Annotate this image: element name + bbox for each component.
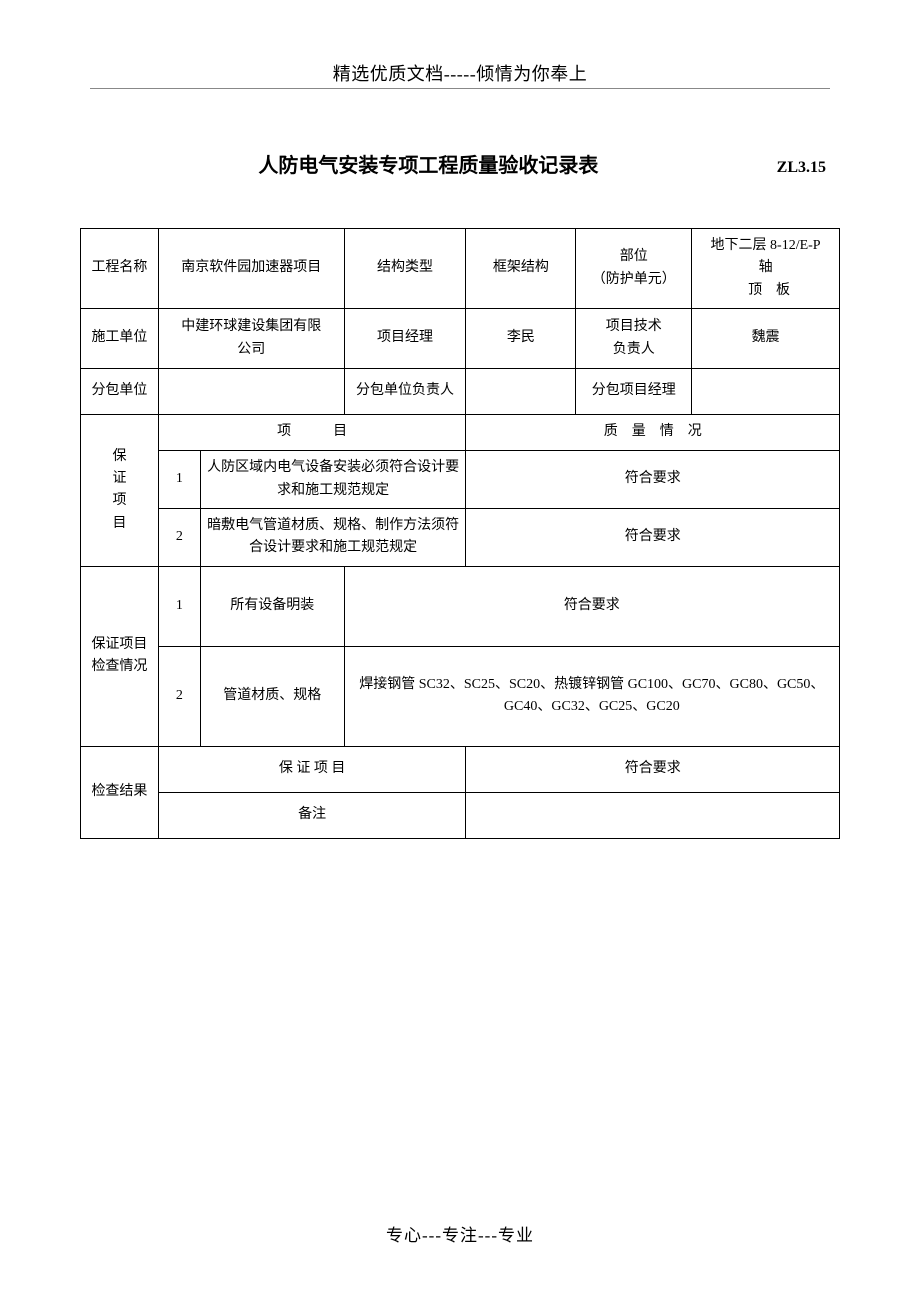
check-idx-1: 1 bbox=[158, 566, 200, 646]
label-check-result: 检查结果 bbox=[81, 746, 159, 838]
label-sub-leader: 分包单位负责人 bbox=[344, 369, 466, 415]
guarantee-result-2: 符合要求 bbox=[466, 508, 840, 566]
label-tech-leader: 项目技术负责人 bbox=[576, 309, 692, 369]
label-quality-col: 质 量 情 况 bbox=[466, 415, 840, 451]
label-item-col: 项 目 bbox=[158, 415, 466, 451]
doc-code: ZL3.15 bbox=[777, 159, 826, 177]
guarantee-idx-1: 1 bbox=[158, 451, 200, 509]
value-guarantee-result: 符合要求 bbox=[466, 746, 840, 792]
label-remark: 备注 bbox=[158, 792, 466, 838]
label-sub-pm: 分包项目经理 bbox=[576, 369, 692, 415]
record-table: 工程名称 南京软件园加速器项目 结构类型 框架结构 部位（防护单元） 地下二层 … bbox=[80, 228, 840, 839]
value-subcontractor bbox=[158, 369, 344, 415]
label-subcontractor: 分包单位 bbox=[81, 369, 159, 415]
label-structure-type: 结构类型 bbox=[344, 229, 466, 309]
label-construction-unit: 施工单位 bbox=[81, 309, 159, 369]
guarantee-desc-2: 暗敷电气管道材质、规格、制作方法须符合设计要求和施工规范规定 bbox=[200, 508, 466, 566]
header-underline bbox=[90, 88, 830, 89]
check-idx-2: 2 bbox=[158, 646, 200, 746]
label-project-manager: 项目经理 bbox=[344, 309, 466, 369]
main-title: 人防电气安装专项工程质量验收记录表 bbox=[80, 149, 777, 178]
label-guarantee-items: 保证项目 bbox=[81, 415, 159, 567]
value-sub-leader bbox=[466, 369, 576, 415]
value-construction-unit: 中建环球建设集团有限公司 bbox=[158, 309, 344, 369]
value-remark bbox=[466, 792, 840, 838]
label-part: 部位（防护单元） bbox=[576, 229, 692, 309]
value-project-manager: 李民 bbox=[466, 309, 576, 369]
check-result-1: 符合要求 bbox=[344, 566, 839, 646]
title-row: 人防电气安装专项工程质量验收记录表 ZL3.15 bbox=[80, 149, 840, 178]
guarantee-idx-2: 2 bbox=[158, 508, 200, 566]
value-part: 地下二层 8-12/E-P 轴 顶 板 bbox=[692, 229, 840, 309]
check-result-2: 焊接钢管 SC32、SC25、SC20、热镀锌钢管 GC100、GC70、GC8… bbox=[344, 646, 839, 746]
check-desc-2: 管道材质、规格 bbox=[200, 646, 344, 746]
label-guarantee-item: 保 证 项 目 bbox=[158, 746, 466, 792]
guarantee-desc-1: 人防区域内电气设备安装必须符合设计要求和施工规范规定 bbox=[200, 451, 466, 509]
value-tech-leader: 魏震 bbox=[692, 309, 840, 369]
label-project-name: 工程名称 bbox=[81, 229, 159, 309]
check-desc-1: 所有设备明装 bbox=[200, 566, 344, 646]
value-project-name: 南京软件园加速器项目 bbox=[158, 229, 344, 309]
value-sub-pm bbox=[692, 369, 840, 415]
value-structure-type: 框架结构 bbox=[466, 229, 576, 309]
guarantee-result-1: 符合要求 bbox=[466, 451, 840, 509]
page-footer: 专心---专注---专业 bbox=[0, 1221, 920, 1246]
page-header: 精选优质文档-----倾情为你奉上 bbox=[0, 0, 920, 86]
label-check-status: 保证项目检查情况 bbox=[81, 566, 159, 746]
